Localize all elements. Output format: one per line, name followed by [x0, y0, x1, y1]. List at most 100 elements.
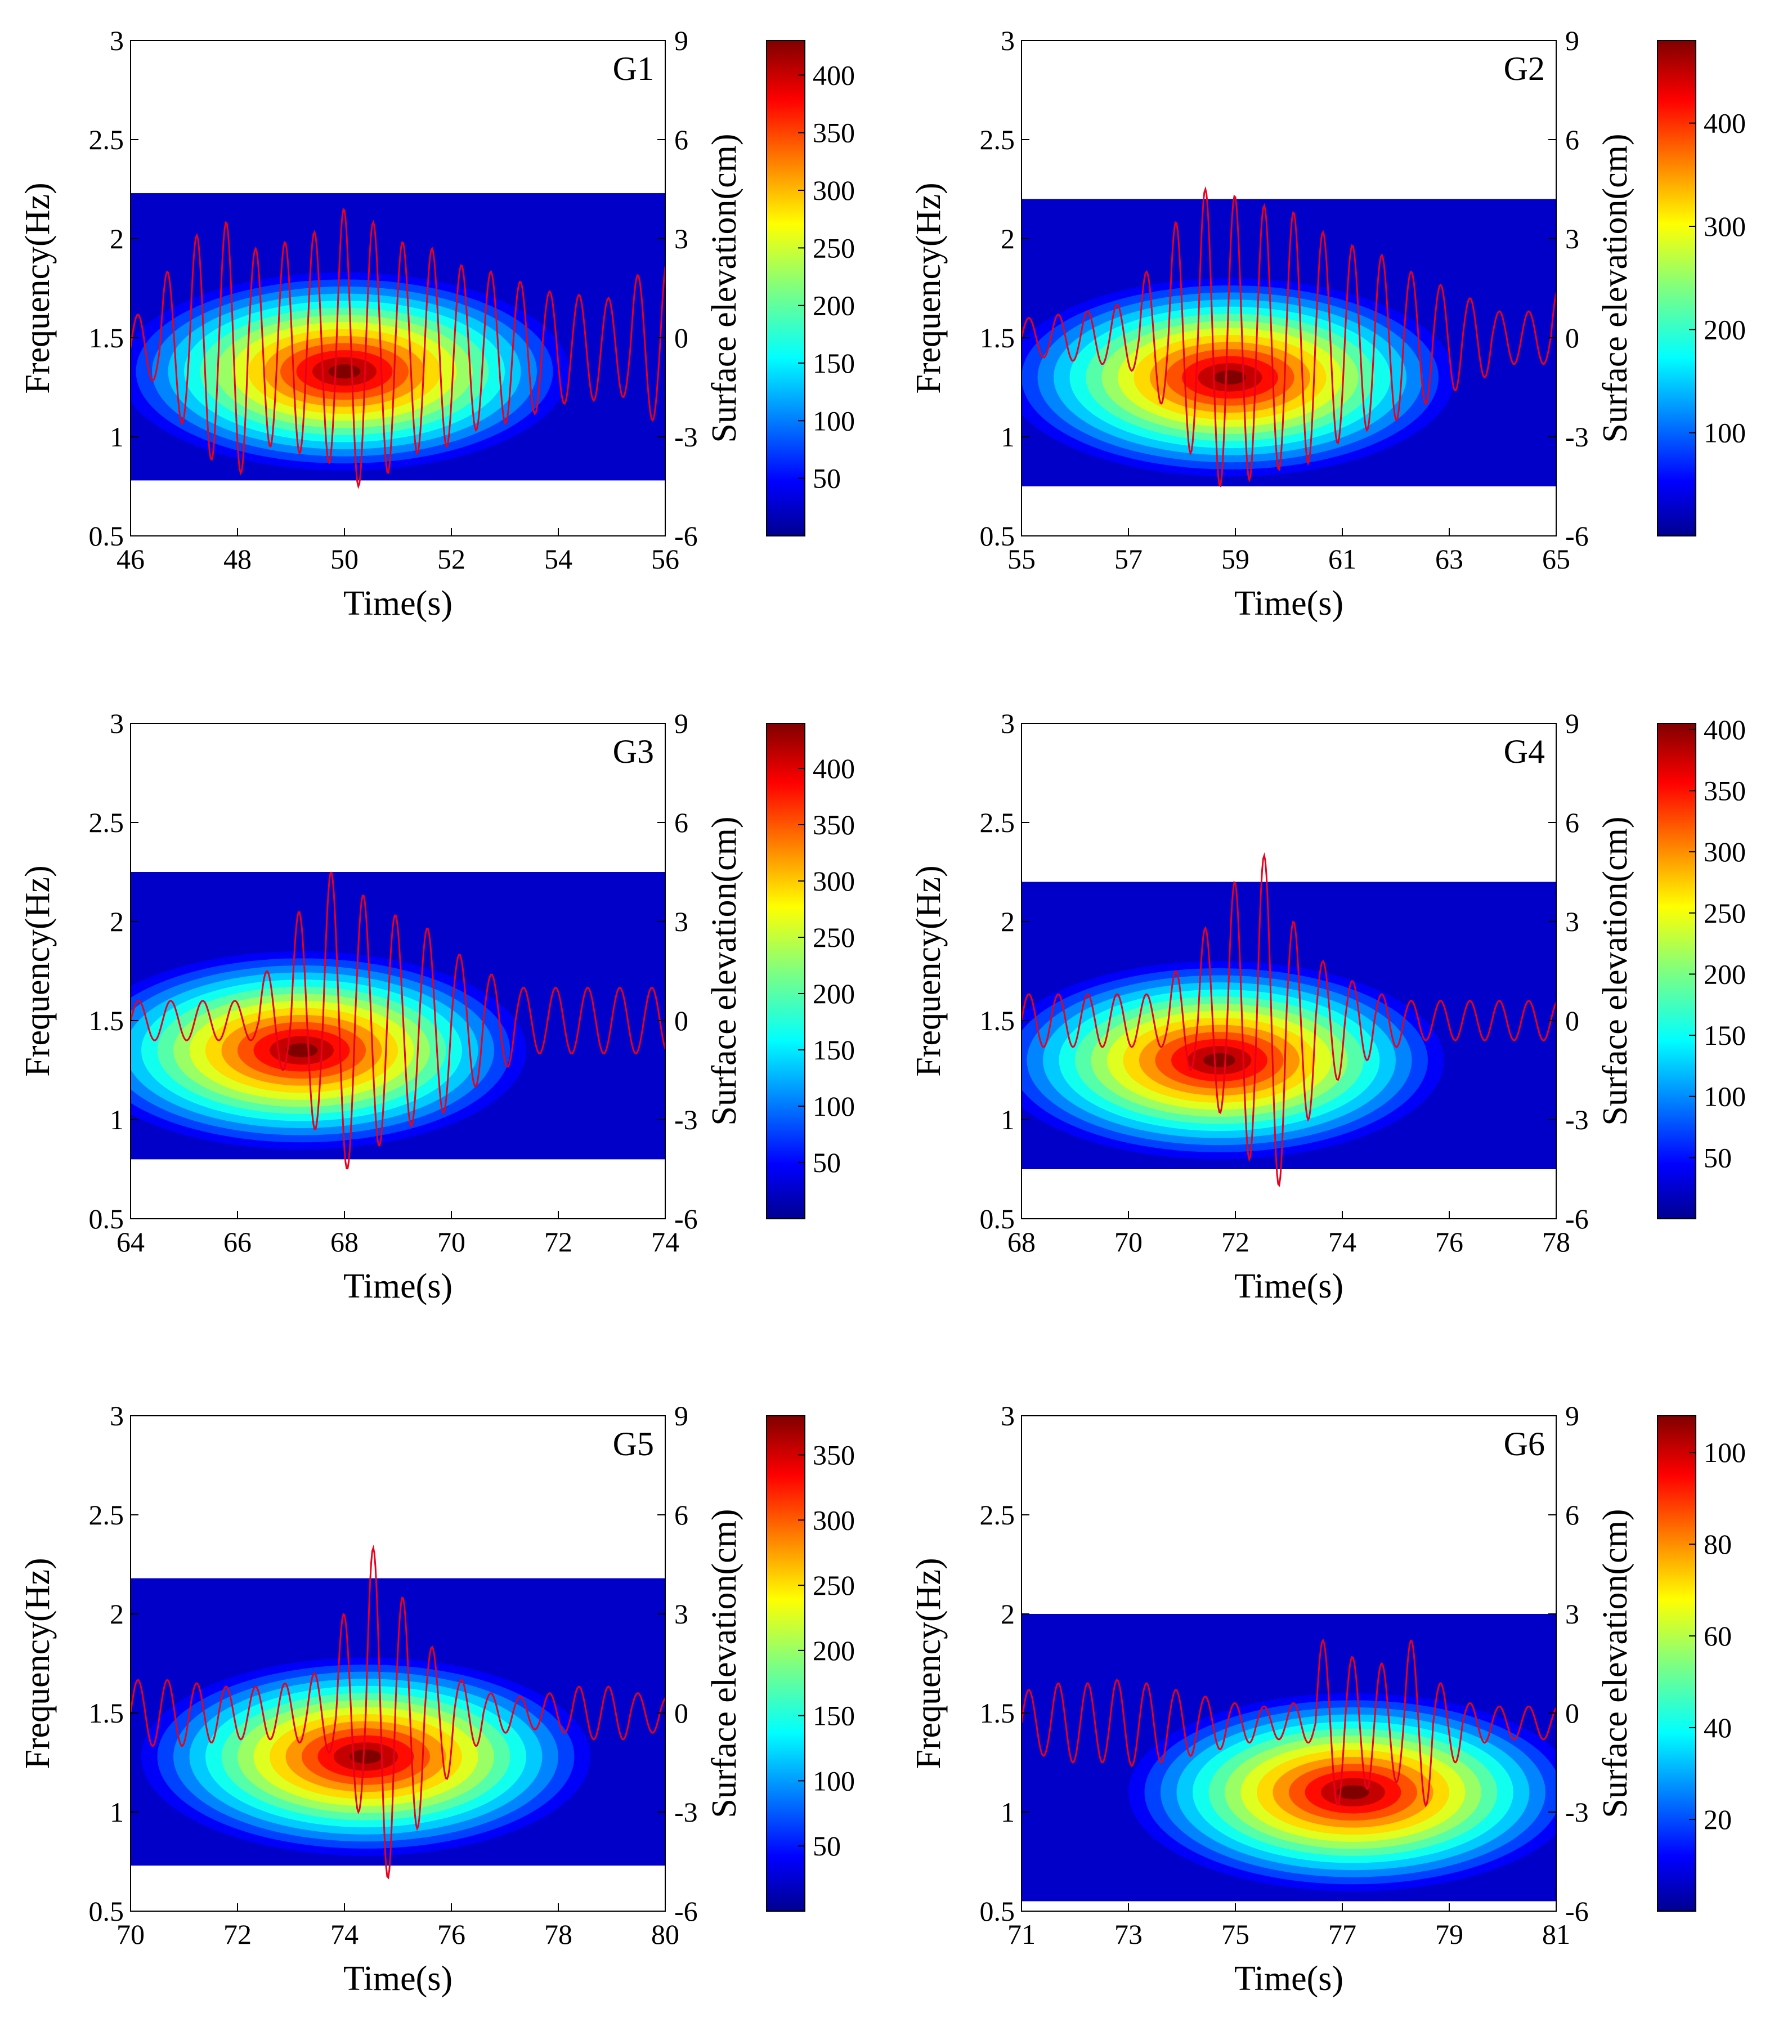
spectrum-area	[131, 1416, 665, 1911]
y-axis-label: Frequency(Hz)	[910, 1558, 948, 1769]
x-tick-label: 55	[1007, 543, 1036, 575]
colorbar-tick-label: 100	[1704, 1437, 1746, 1468]
axes-frame	[130, 723, 666, 1219]
panel-g2: 55 57 59 61 63 65 0.5 1 1.5 2 2.5 3 -6 -3 0 3 6 9 G2 Time(s…	[910, 25, 1746, 623]
x-tick-label: 71	[1007, 1918, 1036, 1950]
x-tick-label: 61	[1328, 543, 1356, 575]
surface-elevation-series	[131, 208, 665, 489]
colorbar-tick-label: 300	[813, 865, 855, 897]
axes-frame	[1021, 723, 1557, 1219]
colorbar	[1657, 723, 1696, 1219]
y2-tick-label: 9	[674, 25, 688, 56]
energy-contour	[350, 1749, 382, 1764]
x-tick-label: 74	[651, 1226, 679, 1258]
y2-tick-label: 6	[674, 124, 688, 155]
x-tick-label: 70	[1114, 1226, 1143, 1258]
y-tick-label: 0.5	[89, 520, 124, 552]
panel-g4: 68 70 72 74 76 78 0.5 1 1.5 2 2.5 3 -6 -3 0 3 6 9 G4 Time(s…	[910, 708, 1746, 1305]
y2-tick-label: 3	[1565, 906, 1579, 937]
y2-tick-label: 0	[1565, 1005, 1579, 1036]
surface-elevation-series	[1022, 1638, 1556, 1808]
x-tick-label: 72	[544, 1226, 572, 1258]
colorbar-tick-label: 150	[813, 347, 855, 379]
colorbar	[766, 1415, 805, 1912]
x-tick-label: 68	[1007, 1226, 1036, 1258]
y2-tick-label: -3	[674, 1796, 698, 1828]
colorbar-tick-label: 100	[813, 405, 855, 436]
x-tick-label: 52	[437, 543, 465, 575]
panel-title: G2	[1504, 50, 1545, 87]
colorbar-tick-label: 250	[1704, 897, 1746, 929]
y-tick-label: 2.5	[89, 1499, 124, 1531]
spectrum-area	[1022, 41, 1556, 536]
y2-tick-label: -6	[674, 1203, 698, 1235]
x-tick-label: 64	[117, 1226, 145, 1258]
x-tick-label: 50	[330, 543, 359, 575]
colorbar	[766, 40, 805, 536]
y-tick-label: 3	[1001, 25, 1015, 56]
x-tick-label: 78	[1542, 1226, 1570, 1258]
colorbar-tick-label: 350	[813, 809, 855, 840]
y2-tick-label: -6	[674, 520, 698, 552]
y-tick-label: 2	[110, 1598, 124, 1630]
y2-tick-label: -6	[1565, 520, 1589, 552]
y2-tick-label: 3	[674, 906, 688, 937]
x-tick-label: 59	[1221, 543, 1249, 575]
y2-tick-label: 0	[674, 322, 688, 354]
x-tick-label: 76	[1435, 1226, 1463, 1258]
spectrum-area	[131, 723, 665, 1219]
x-tick-label: 48	[223, 543, 252, 575]
colorbar-tick-label: 150	[1704, 1019, 1746, 1051]
x-axis-label: Time(s)	[1234, 584, 1343, 623]
x-tick-label: 78	[544, 1918, 572, 1950]
y-tick-label: 3	[110, 1400, 124, 1432]
energy-contour	[1337, 1785, 1369, 1800]
colorbar-tick-label: 200	[813, 1635, 855, 1666]
y2-tick-label: 9	[674, 1400, 688, 1432]
colorbar-tick-label: 150	[813, 1700, 855, 1732]
y2-tick-label: -6	[1565, 1203, 1589, 1235]
y-axis-label: Frequency(Hz)	[19, 182, 57, 393]
colorbar-tick-label: 250	[813, 922, 855, 953]
colorbar-tick-label: 100	[1704, 1081, 1746, 1112]
colorbar-tick-label: 100	[813, 1090, 855, 1122]
panel-g3: 64 66 68 70 72 74 0.5 1 1.5 2 2.5 3 -6 -3 0 3 6 9 G3 Time(s…	[19, 708, 855, 1305]
colorbar-tick-label: 40	[1704, 1712, 1732, 1743]
y2-tick-label: -6	[1565, 1895, 1589, 1927]
colorbar-tick-label: 350	[813, 1439, 855, 1470]
x-tick-label: 72	[223, 1918, 252, 1950]
y-tick-label: 2	[110, 223, 124, 254]
x-axis-label: Time(s)	[1234, 1960, 1343, 1998]
x-tick-label: 75	[1221, 1918, 1249, 1950]
colorbar-tick-label: 60	[1704, 1620, 1732, 1652]
x-tick-label: 80	[651, 1918, 679, 1950]
y-tick-label: 2.5	[89, 124, 124, 155]
colorbar-tick-label: 200	[813, 978, 855, 1009]
y-tick-label: 3	[1001, 1400, 1015, 1432]
y-tick-label: 0.5	[980, 520, 1015, 552]
y2-tick-label: -3	[1565, 1796, 1589, 1828]
y-tick-label: 2.5	[89, 807, 124, 838]
colorbar-tick-label: 200	[1704, 958, 1746, 990]
spectrum-area	[131, 41, 665, 536]
axes-frame	[1021, 1415, 1557, 1912]
y-tick-label: 2.5	[980, 1499, 1015, 1531]
colorbar-tick-label: 50	[813, 1830, 841, 1862]
y-tick-label: 0.5	[89, 1895, 124, 1927]
spectrum-area	[1022, 723, 1556, 1219]
y-axis-label: Frequency(Hz)	[910, 182, 948, 393]
y2-tick-label: -3	[674, 421, 698, 453]
energy-contour	[1214, 370, 1246, 384]
x-tick-label: 56	[651, 543, 679, 575]
surface-elevation-series	[1022, 186, 1556, 487]
colorbar-tick-label: 50	[1704, 1142, 1732, 1173]
colorbar-tick-label: 300	[1704, 836, 1746, 867]
colorbar-tick-label: 20	[1704, 1804, 1732, 1835]
y2-tick-label: 0	[674, 1697, 688, 1729]
panel-g6: 71 73 75 77 79 81 0.5 1 1.5 2 2.5 3 -6 -3 0 3 6 9 G6 Time(s…	[910, 1400, 1746, 1998]
colorbar-tick-label: 50	[813, 1147, 841, 1178]
y2-tick-label: 6	[1565, 124, 1579, 155]
y2-tick-label: 3	[1565, 1598, 1579, 1630]
y2-tick-label: -6	[674, 1895, 698, 1927]
y2-axis-label: Surface elevation(cm)	[1596, 133, 1634, 442]
